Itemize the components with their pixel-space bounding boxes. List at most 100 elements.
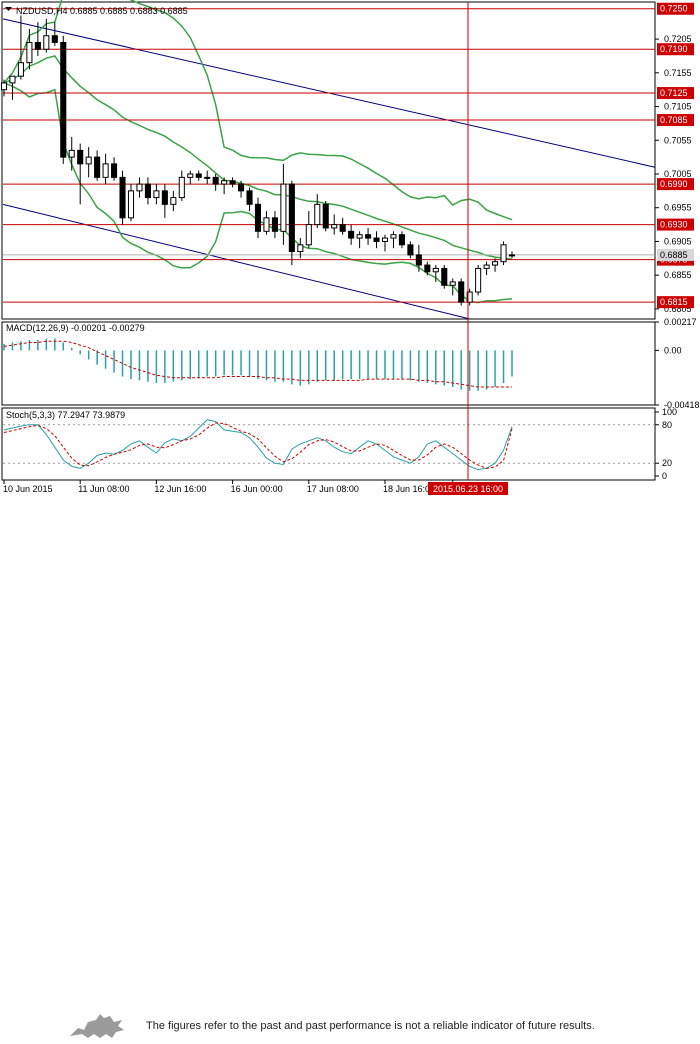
chart-title: NZDUSD,H4 0.6885 0.6885 0.6883 0.6885: [16, 6, 188, 16]
candle-body: [178, 176, 185, 199]
candle-body: [34, 41, 41, 50]
level-tag-label: 0.7085: [660, 115, 688, 125]
candle-body: [297, 244, 304, 253]
level-tag-label: 0.7125: [660, 88, 688, 98]
time-tick-label: 18 Jun 16:00: [383, 484, 435, 494]
candle: [77, 143, 84, 205]
candle-body: [60, 41, 67, 158]
candle: [254, 197, 262, 239]
candle: [508, 251, 516, 259]
candle: [500, 241, 507, 266]
candle-body: [119, 176, 126, 219]
level-tag: [657, 114, 694, 127]
price-tick-label: 0.6855: [664, 270, 692, 280]
candle: [195, 170, 202, 181]
stoch-pane-border: [1, 407, 656, 481]
candle: [212, 173, 219, 191]
candle-body: [102, 163, 109, 178]
candle: [102, 153, 109, 185]
current-price-label: 0.6885: [660, 250, 688, 260]
price-tick-label: 0.6955: [664, 203, 692, 213]
candle-body: [111, 163, 118, 178]
candle-body: [466, 291, 473, 303]
candle: [178, 170, 185, 201]
candle-body: [271, 217, 278, 232]
candle-body: [398, 234, 405, 246]
candle-body: [238, 183, 245, 192]
candle: [475, 265, 482, 296]
level-tag: [657, 87, 694, 100]
candle-body: [449, 281, 456, 286]
price-tick-label: 0.7155: [664, 68, 692, 78]
candle-body: [381, 237, 389, 242]
candle: [381, 234, 389, 252]
price-tick-label: 0.7055: [664, 135, 692, 145]
stoch-tick-label: 0: [662, 471, 667, 481]
candle: [17, 15, 24, 80]
candle: [271, 211, 278, 239]
footer-disclaimer: The figures refer to the past and past p…: [146, 1020, 595, 1032]
bull-logo-icon: [70, 1014, 124, 1038]
candle: [348, 224, 355, 245]
candle-body: [483, 264, 490, 269]
candle: [449, 278, 456, 296]
chart-background: [0, 0, 700, 500]
candle-body: [331, 224, 338, 229]
macd-signal-line: [3, 340, 512, 388]
candle-body: [356, 234, 363, 239]
bollinger-upper: [3, 0, 513, 221]
candle-body: [153, 190, 160, 199]
candle: [483, 261, 490, 276]
macd-label: MACD(12,26,9) -0.00201 -0.00279: [6, 323, 145, 333]
channel-lower-line: [2, 203, 471, 320]
candle-body: [305, 224, 312, 246]
candle-body: [322, 203, 329, 229]
level-tag-label: 0.6930: [660, 220, 688, 230]
candle: [288, 180, 295, 266]
candle: [187, 170, 194, 185]
macd-pane: MACD(12,26,9) -0.00201 -0.00279 0.00217 0…: [1, 317, 700, 410]
candle: [441, 265, 448, 289]
candle: [297, 238, 304, 259]
candle: [238, 180, 245, 198]
candle-body: [365, 234, 372, 239]
footer: The figures refer to the past and past p…: [0, 500, 700, 1038]
candle-body: [254, 203, 262, 232]
candle-body: [348, 230, 355, 239]
candle: [85, 147, 92, 178]
candle: [415, 244, 422, 272]
candle: [111, 157, 118, 181]
candle-body: [68, 149, 75, 158]
candle: [314, 194, 321, 228]
price-tick-label: 0.7105: [664, 102, 692, 112]
candle: [305, 211, 312, 249]
candle-body: [432, 267, 439, 273]
candle-body: [221, 180, 228, 185]
level-tag-label: 0.6815: [660, 297, 688, 307]
candle: [331, 214, 338, 235]
macd-tick-label: 0.00: [664, 345, 682, 355]
candle: [161, 184, 168, 218]
candle: [356, 231, 363, 249]
level-tag: [657, 296, 694, 309]
time-tick-label: 17 Jun 08:00: [307, 484, 359, 494]
candle: [170, 190, 177, 212]
candle-body: [415, 254, 422, 266]
time-axis: 10 Jun 2015 11 Jun 08:00 12 Jun 16:00 16 Ju…: [3, 480, 508, 495]
candle: [119, 170, 126, 225]
candle-body: [373, 237, 380, 242]
candle: [263, 211, 270, 235]
candle-body: [17, 62, 24, 77]
candle: [492, 258, 499, 272]
candle: [9, 75, 16, 100]
price-pane: 0.7205 0.7155 0.7105 0.7055 0.7005 0.6955 0.69…: [0, 0, 694, 320]
level-tag: [657, 2, 694, 15]
candle: [127, 184, 135, 222]
macd-tick-label: -0.00418: [664, 400, 700, 410]
chart-area: 0.7205 0.7155 0.7105 0.7055 0.7005 0.6955 0.69…: [0, 0, 700, 500]
candle: [280, 163, 287, 245]
time-highlight-label: 2015.06.23 16:00: [433, 484, 503, 494]
collapse-arrow-icon[interactable]: [5, 7, 12, 11]
price-chart-svg: 0.7205 0.7155 0.7105 0.7055 0.7005 0.6955 0.69…: [0, 0, 700, 500]
candle-body: [475, 267, 482, 293]
